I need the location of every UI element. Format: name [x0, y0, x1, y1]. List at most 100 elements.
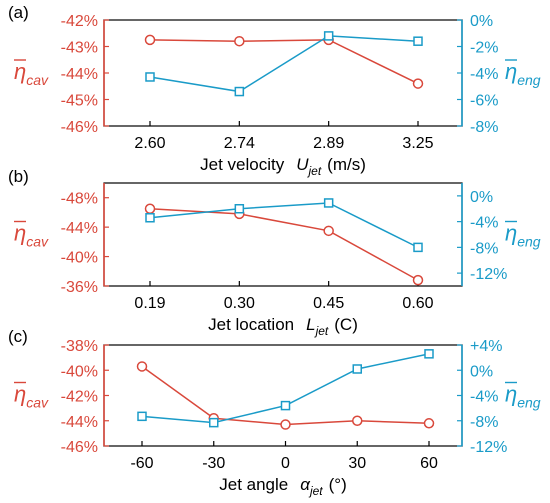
data-point-left — [412, 274, 424, 286]
data-point-left — [423, 418, 435, 429]
left-axis-label: ηcav — [14, 59, 49, 88]
left-tick-label: -36% — [61, 279, 98, 296]
right-tick-label: -12% — [470, 439, 507, 456]
x-axis-label-subscript: jet — [308, 484, 323, 498]
data-point-left — [144, 203, 156, 214]
left-axis-label-subscript: cav — [26, 72, 49, 88]
series-line-right — [141, 353, 430, 424]
series-line-right — [149, 202, 419, 249]
right-axis-label-symbol: η — [505, 382, 517, 407]
left-tick-label: -43% — [61, 40, 98, 57]
x-tick-label: 2.60 — [134, 135, 165, 152]
panel-label: (a) — [8, 3, 29, 22]
right-axis-label-symbol: η — [505, 59, 517, 84]
x-axis-label-unit: (C) — [334, 315, 358, 334]
data-point-left — [136, 361, 148, 372]
data-point-right — [137, 411, 147, 422]
x-axis-label-unit: (m/s) — [327, 155, 366, 174]
data-point-right — [145, 72, 155, 82]
x-axis-label-text: Jet velocity — [200, 155, 285, 174]
right-tick-label: -4% — [470, 66, 498, 83]
panel-label: (c) — [8, 327, 28, 346]
series-line-left — [149, 208, 419, 281]
data-point-left — [144, 34, 156, 46]
left-tick-label: -40% — [61, 363, 98, 380]
left-axis-label-symbol: η — [14, 382, 26, 407]
left-axis-label: ηcav — [14, 382, 49, 411]
series-line-left — [141, 365, 430, 426]
x-axis-label-subscript: jet — [314, 324, 329, 338]
x-tick-label: 60 — [420, 455, 438, 472]
left-tick-label: -42% — [61, 389, 98, 406]
x-axis-label: Jet location Ljet (C) — [208, 315, 358, 338]
x-axis-label-symbol: U — [296, 155, 309, 174]
x-tick-label: 2.89 — [313, 135, 344, 152]
data-point-right — [424, 349, 434, 359]
x-axis-label: Jet angle αjet (°) — [219, 475, 347, 498]
x-axis-label-subscript: jet — [306, 164, 321, 178]
x-tick-label: 0.30 — [224, 295, 255, 312]
data-point-left — [234, 35, 245, 47]
data-point-left — [323, 225, 334, 237]
data-point-right — [234, 204, 245, 214]
left-axis-label: ηcav — [14, 221, 49, 250]
data-point-left — [280, 419, 291, 430]
x-tick-label: -30 — [202, 455, 225, 472]
data-point-right — [413, 242, 423, 253]
data-point-right — [323, 31, 334, 41]
x-axis-label-text: Jet angle — [219, 475, 288, 494]
x-tick-label: 0 — [281, 455, 290, 472]
right-tick-label: -8% — [470, 119, 498, 136]
plot-frame — [103, 182, 463, 287]
right-tick-label: -8% — [470, 240, 498, 257]
series-line-right — [149, 35, 419, 93]
x-tick-label: 0.60 — [402, 295, 433, 312]
left-tick-label: -44% — [61, 414, 98, 431]
left-tick-label: -40% — [61, 250, 98, 267]
data-point-right — [209, 417, 219, 428]
left-tick-label: -46% — [61, 119, 98, 136]
right-tick-label: -8% — [470, 414, 498, 431]
left-axis-label-subscript: cav — [26, 234, 49, 250]
right-axis-label: ηeng — [505, 221, 541, 250]
x-axis-label-symbol: L — [306, 315, 315, 334]
x-tick-label: 30 — [348, 455, 366, 472]
x-axis-label: Jet velocity Ujet (m/s) — [200, 155, 366, 178]
x-axis-label-text: Jet location — [208, 315, 294, 334]
right-tick-label: 0% — [470, 13, 493, 30]
data-point-right — [323, 198, 334, 208]
left-tick-label: -42% — [61, 13, 98, 30]
data-point-right — [145, 213, 155, 223]
data-point-left — [412, 78, 424, 89]
data-point-right — [280, 400, 291, 411]
right-tick-label: +4% — [470, 338, 502, 355]
left-tick-label: -38% — [61, 338, 98, 355]
right-tick-label: 0% — [470, 189, 493, 206]
x-axis-label-unit: (°) — [329, 475, 347, 494]
x-tick-label: 0.45 — [313, 295, 344, 312]
left-tick-label: -46% — [61, 439, 98, 456]
x-tick-label: 3.25 — [402, 135, 433, 152]
data-point-right — [413, 36, 423, 46]
left-tick-label: -44% — [61, 220, 98, 237]
right-tick-label: -4% — [470, 215, 498, 232]
right-axis-label: ηeng — [505, 382, 541, 411]
plot-frame — [103, 344, 463, 447]
right-axis-label-subscript: eng — [517, 72, 541, 88]
data-point-left — [352, 415, 363, 426]
data-point-right — [234, 86, 245, 97]
x-axis-label-symbol: α — [300, 475, 311, 494]
left-axis-label-symbol: η — [14, 59, 26, 84]
left-tick-label: -44% — [61, 66, 98, 83]
right-tick-label: -12% — [470, 266, 507, 283]
right-tick-label: -6% — [470, 93, 498, 110]
left-axis-label-subscript: cav — [26, 395, 49, 411]
right-axis-label-subscript: eng — [517, 395, 541, 411]
right-tick-label: -2% — [470, 40, 498, 57]
right-axis-label: ηeng — [505, 59, 541, 88]
x-tick-label: 0.19 — [134, 295, 165, 312]
data-point-right — [352, 364, 362, 374]
right-axis-label-subscript: eng — [517, 234, 541, 250]
left-tick-label: -45% — [61, 93, 98, 110]
